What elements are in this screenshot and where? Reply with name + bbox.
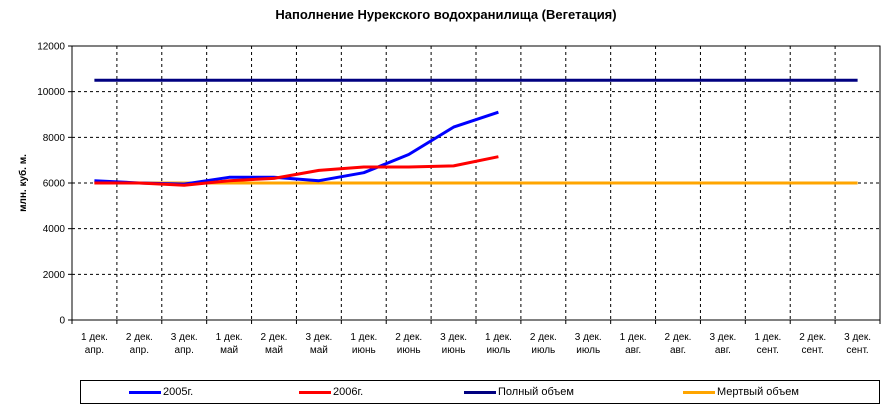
chart-legend: 2005г. 2006г. Полный объем Мертвый объем xyxy=(80,380,880,404)
chart-title: Наполнение Нурекского водохранилища (Вег… xyxy=(275,7,617,22)
legend-item: Полный объем xyxy=(464,381,574,403)
y-axis-label: млн. куб. м. xyxy=(17,154,29,212)
y-tick-label: 10000 xyxy=(37,87,65,98)
y-tick-label: 4000 xyxy=(43,224,66,235)
legend-label: 2006г. xyxy=(333,386,364,398)
x-tick-label: 2 дек. авг. xyxy=(665,332,692,356)
x-tick-label: 3 дек. июль xyxy=(575,332,602,356)
x-tick-label: 2 дек. апр. xyxy=(126,332,153,356)
x-tick-label: 3 дек. июнь xyxy=(440,332,467,356)
legend-label: Мертвый объем xyxy=(717,386,799,398)
x-tick-label: 2 дек. май xyxy=(261,332,288,356)
x-tick-label: 2 дек. июнь xyxy=(395,332,422,356)
legend-label: 2005г. xyxy=(163,386,194,398)
x-tick-label: 1 дек. май xyxy=(216,332,243,356)
y-tick-label: 12000 xyxy=(37,42,65,53)
legend-swatch xyxy=(299,390,331,394)
legend-swatch xyxy=(129,390,161,394)
x-tick-label: 2 дек. июль xyxy=(530,332,557,356)
x-tick-label: 2 дек. сент. xyxy=(799,332,826,356)
axes: 0 2000 4000 6000 8000 10000 12000 1 дек. апр. 2 д… xyxy=(37,42,881,356)
x-tick-label: 3 дек. май xyxy=(305,332,332,356)
legend-label: Полный объем xyxy=(498,386,574,398)
series-line-1 xyxy=(94,155,499,187)
y-tick-label: 8000 xyxy=(43,133,66,144)
series-lines xyxy=(94,78,858,187)
y-tick-label: 0 xyxy=(59,316,65,327)
legend-item: Мертвый объем xyxy=(683,381,799,403)
legend-item: 2005г. xyxy=(129,381,193,403)
x-tick-label: 1 дек. сент. xyxy=(754,332,781,356)
x-tick-label: 1 дек. июль xyxy=(485,332,512,356)
legend-swatch xyxy=(464,390,496,394)
x-tick-label: 3 дек. сент. xyxy=(844,332,871,356)
x-tick-label: 1 дек. авг. xyxy=(620,332,647,356)
legend-item: 2006г. xyxy=(299,381,363,403)
x-tick-label: 1 дек. апр. xyxy=(81,332,108,356)
x-tick-label: 3 дек. авг. xyxy=(709,332,736,356)
y-tick-label: 2000 xyxy=(43,270,66,281)
x-tick-label: 1 дек. июнь xyxy=(350,332,377,356)
legend-swatch xyxy=(683,390,715,394)
x-tick-label: 3 дек. апр. xyxy=(171,332,198,356)
y-tick-label: 6000 xyxy=(43,179,66,190)
